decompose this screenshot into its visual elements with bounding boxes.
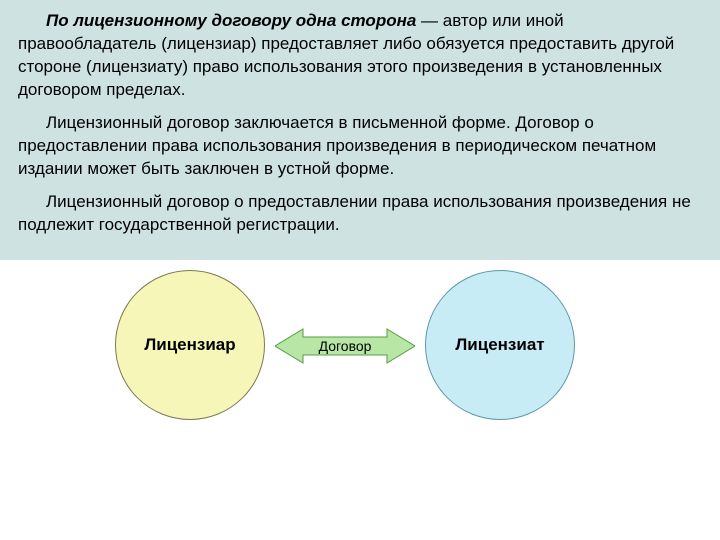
paragraph-1: По лицензионному договору одна сторона —…: [18, 10, 702, 102]
contract-arrow: Договор: [275, 325, 415, 367]
diagram-area: Лицензиар Договор Лицензиат: [0, 260, 720, 440]
contract-label: Договор: [319, 338, 372, 354]
licensee-label: Лицензиат: [455, 335, 544, 355]
paragraph-3: Лицензионный договор о предоставлении пр…: [18, 191, 702, 237]
paragraph-2: Лицензионный договор заключается в письм…: [18, 112, 702, 181]
text-block: По лицензионному договору одна сторона —…: [0, 0, 720, 260]
licensor-label: Лицензиар: [144, 335, 235, 355]
licensor-node: Лицензиар: [115, 270, 265, 420]
licensee-node: Лицензиат: [425, 270, 575, 420]
lead-bold: По лицензионному договору одна сторона: [46, 11, 416, 30]
